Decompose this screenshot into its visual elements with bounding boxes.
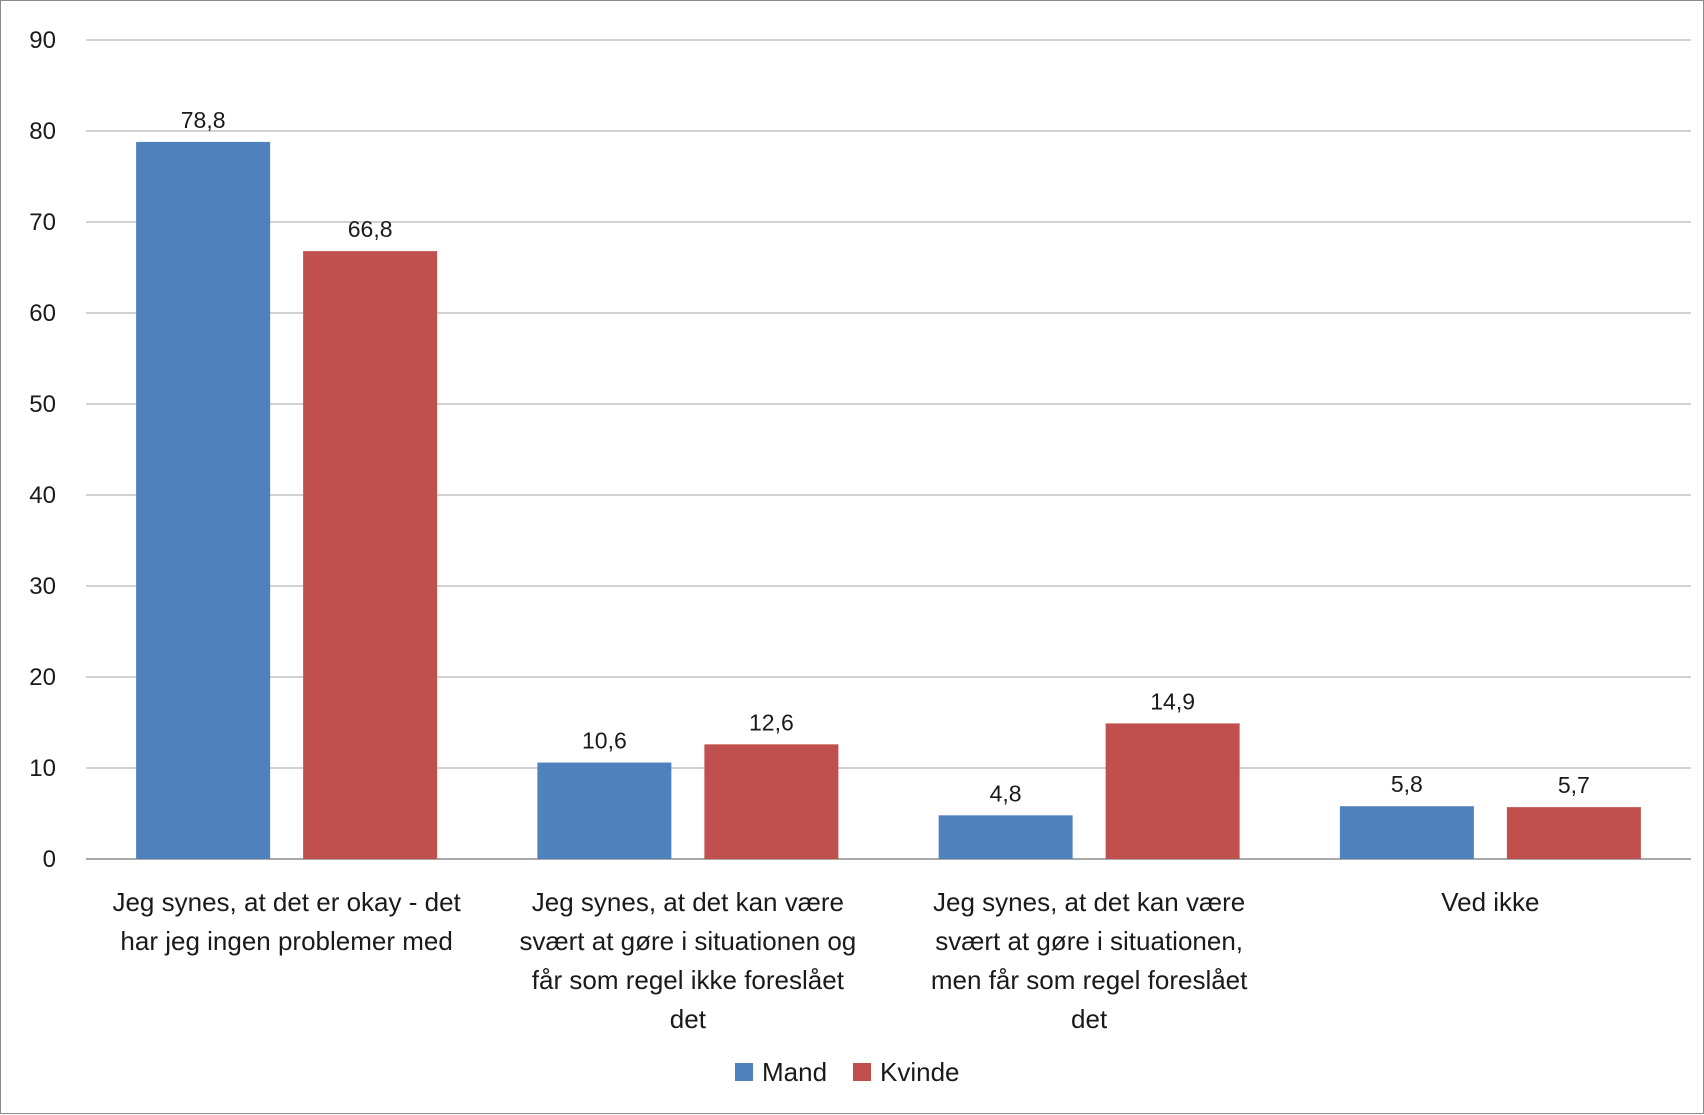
data-label: 12,6 <box>749 709 794 735</box>
bar-mand-2 <box>938 815 1073 859</box>
data-label: 10,6 <box>582 728 627 754</box>
x-category-label: det <box>670 1004 707 1034</box>
y-tick-label: 10 <box>29 755 56 782</box>
data-label: 66,8 <box>348 216 393 242</box>
legend-label-kvinde: Kvinde <box>880 1057 960 1087</box>
legend-swatch-mand <box>735 1063 753 1081</box>
data-label: 5,7 <box>1558 772 1590 798</box>
bar-kvinde-2 <box>1105 723 1240 859</box>
bar-kvinde-1 <box>704 744 839 859</box>
y-tick-label: 80 <box>29 118 56 145</box>
legend-label-mand: Mand <box>762 1057 827 1087</box>
y-tick-label: 70 <box>29 209 56 236</box>
y-tick-label: 50 <box>29 391 56 418</box>
x-category-label: svært at gøre i situationen og <box>520 926 857 956</box>
y-tick-label: 40 <box>29 482 56 509</box>
data-label: 14,9 <box>1150 688 1195 714</box>
x-category-label: får som regel ikke foreslået <box>532 965 845 995</box>
y-tick-label: 90 <box>29 27 56 54</box>
y-tick-label: 30 <box>29 573 56 600</box>
data-label: 5,8 <box>1391 771 1423 797</box>
x-category-label: Ved ikke <box>1441 887 1539 917</box>
legend-swatch-kvinde <box>853 1063 871 1081</box>
data-label: 78,8 <box>181 107 226 133</box>
x-category-label: svært at gøre i situationen, <box>935 926 1243 956</box>
x-category-label: det <box>1071 1004 1108 1034</box>
bar-mand-0 <box>136 141 271 860</box>
bar-mand-3 <box>1339 806 1474 859</box>
x-category-label: Jeg synes, at det kan være <box>933 887 1245 917</box>
bar-mand-1 <box>537 762 672 859</box>
y-tick-label: 20 <box>29 664 56 691</box>
data-label: 4,8 <box>990 780 1022 806</box>
x-category-label: Jeg synes, at det er okay - det <box>112 887 461 917</box>
x-category-label: har jeg ingen problemer med <box>120 926 452 956</box>
y-tick-label: 60 <box>29 300 56 327</box>
bar-kvinde-3 <box>1506 807 1641 859</box>
bar-kvinde-0 <box>303 251 438 859</box>
x-category-label: men får som regel foreslået <box>931 965 1248 995</box>
x-category-label: Jeg synes, at det kan være <box>532 887 844 917</box>
y-tick-label: 0 <box>43 846 56 873</box>
